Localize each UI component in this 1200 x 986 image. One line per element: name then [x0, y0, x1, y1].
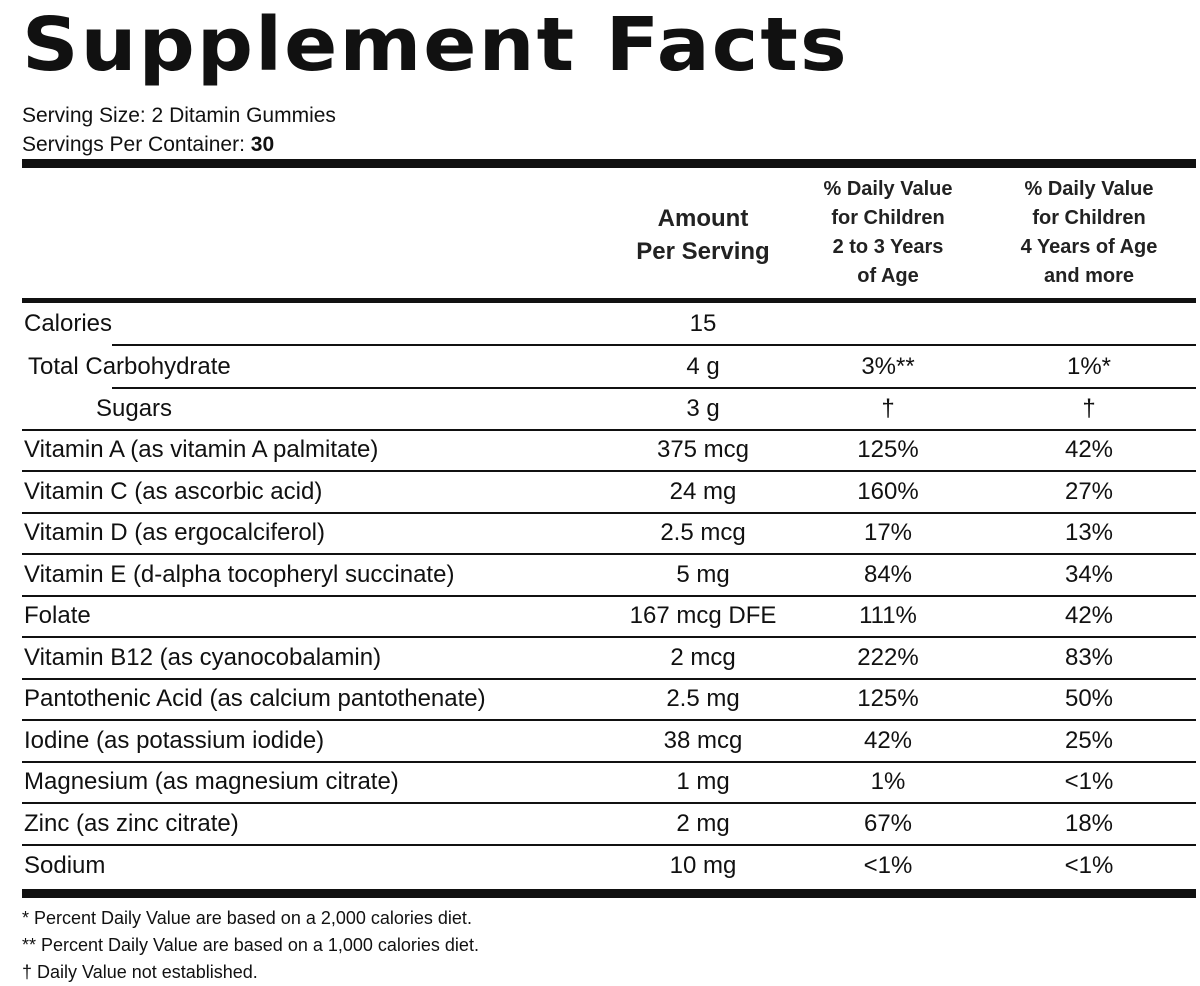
header-amount-line: Per Serving: [636, 238, 770, 265]
nutrient-dv-older: 42%: [1064, 436, 1114, 464]
row-rule: [112, 344, 1196, 346]
header-divider: [22, 298, 1196, 303]
nutrient-amount: 2.5 mg: [666, 685, 740, 713]
nutrient-amount: 10 mg: [669, 852, 737, 879]
servings-per-container-label: Servings Per Container:: [22, 133, 251, 156]
nutrient-amount: 375 mcg: [656, 436, 750, 464]
nutrient-name: Iodine (as potassium iodide): [24, 726, 325, 754]
serving-size: Serving Size: 2 Ditamin Gummies: [22, 104, 336, 127]
nutrient-name: Pantothenic Acid (as calcium pantothenat…: [24, 685, 486, 713]
panel-title: Supplement Facts: [22, 2, 849, 88]
table-row: Vitamin C (as ascorbic acid) 24 mg 160% …: [22, 472, 1196, 514]
header-dv-young-line: of Age: [857, 265, 919, 287]
nutrient-name: Vitamin A (as vitamin A palmitate): [24, 436, 379, 464]
nutrient-name: Sodium: [24, 852, 106, 879]
table-row: Sodium 10 mg <1% <1%: [22, 846, 1196, 887]
table-row: Folate 167 mcg DFE 111% 42%: [22, 597, 1196, 638]
nutrient-name: Calories: [24, 309, 113, 337]
header-dv-older-line: for Children: [1032, 207, 1146, 229]
nutrient-table: Calories 15 Total Carbohydrate 4 g 3%** …: [22, 303, 1196, 887]
row-rule: [112, 387, 1196, 389]
footnote: † Daily Value not established.: [22, 961, 258, 982]
nutrient-amount: 2 mg: [676, 809, 730, 837]
servings-per-container: Servings Per Container: 30: [22, 130, 1196, 159]
footnotes: * Percent Daily Value are based on a 2,0…: [22, 905, 1196, 986]
nutrient-dv-young: 17%: [863, 519, 913, 547]
header-dv-young-line: for Children: [831, 207, 945, 229]
header-amount-line: Amount: [657, 205, 749, 232]
serving-info: Serving Size: 2 Ditamin Gummies Servings…: [22, 101, 1196, 159]
table-row: Magnesium (as magnesium citrate) 1 mg 1%…: [22, 763, 1196, 804]
header-dv-older-line: % Daily Value: [1024, 178, 1154, 200]
header-amount: Amount Per Serving: [612, 198, 794, 268]
nutrient-dv-older: 1%*: [1066, 352, 1112, 380]
footnote: * Percent Daily Value are based on a 2,0…: [22, 907, 472, 928]
nutrient-name: Zinc (as zinc citrate): [24, 809, 239, 837]
nutrient-amount: 3 g: [686, 394, 720, 422]
nutrient-name: Magnesium (as magnesium citrate): [24, 768, 399, 796]
nutrient-dv-young: <1%: [863, 852, 913, 879]
top-thick-divider: [22, 159, 1196, 168]
nutrient-amount: 2 mcg: [670, 643, 736, 671]
supplement-facts-panel: Supplement Facts Serving Size: 2 Ditamin…: [22, 0, 1196, 986]
nutrient-dv-older: 34%: [1064, 560, 1114, 588]
nutrient-name: Total Carbohydrate: [28, 352, 231, 380]
nutrient-dv-young: 222%: [857, 643, 919, 671]
nutrient-dv-older: 18%: [1064, 809, 1114, 837]
nutrient-amount: 5 mg: [676, 560, 730, 588]
table-row: Zinc (as zinc citrate) 2 mg 67% 18%: [22, 804, 1196, 846]
bottom-thick-divider: [22, 888, 1196, 898]
nutrient-dv-young: 3%**: [861, 352, 915, 380]
nutrient-dv-older: 25%: [1064, 726, 1114, 754]
footnote: ** Percent Daily Value are based on a 1,…: [22, 934, 479, 955]
header-dv-young-line: % Daily Value: [823, 178, 953, 200]
nutrient-dv-young: 111%: [859, 602, 917, 630]
nutrient-dv-older: 27%: [1064, 477, 1114, 505]
table-row: Vitamin E (d-alpha tocopheryl succinate)…: [22, 555, 1196, 597]
nutrient-dv-young: 84%: [863, 560, 913, 588]
nutrient-dv-young: †: [881, 394, 895, 422]
nutrient-amount: 4 g: [686, 352, 720, 380]
nutrient-dv-older: 42%: [1064, 602, 1114, 630]
header-dv-older-line: 4 Years of Age: [1020, 236, 1158, 258]
table-row: Sugars 3 g † †: [22, 389, 1196, 431]
table-row: Iodine (as potassium iodide) 38 mcg 42% …: [22, 721, 1196, 763]
servings-per-container-value: 30: [250, 133, 275, 156]
table-row: Calories 15: [22, 303, 1196, 344]
table-row: Pantothenic Acid (as calcium pantothenat…: [22, 680, 1196, 721]
nutrient-dv-young: 125%: [857, 436, 919, 464]
nutrient-dv-older: 83%: [1064, 643, 1114, 671]
table-row: Vitamin A (as vitamin A palmitate) 375 m…: [22, 431, 1196, 472]
header-dv-2-to-3: % Daily Value for Children 2 to 3 Years …: [794, 175, 982, 291]
nutrient-amount: 24 mg: [669, 477, 737, 505]
nutrient-dv-young: 42%: [863, 726, 913, 754]
header-dv-older-line: and more: [1043, 265, 1135, 287]
table-row: Vitamin D (as ergocalciferol) 2.5 mcg 17…: [22, 514, 1196, 555]
header-dv-4-and-more: % Daily Value for Children 4 Years of Ag…: [982, 175, 1196, 291]
nutrient-dv-young: 67%: [863, 809, 913, 837]
nutrient-dv-older: <1%: [1064, 852, 1114, 879]
nutrient-name: Vitamin E (d-alpha tocopheryl succinate): [24, 560, 455, 588]
nutrient-dv-older: 13%: [1064, 519, 1114, 547]
nutrient-dv-older: 50%: [1064, 685, 1114, 713]
nutrient-name: Folate: [24, 602, 91, 630]
nutrient-amount: 167 mcg DFE: [629, 602, 777, 630]
nutrient-amount: 38 mcg: [663, 726, 743, 754]
nutrient-dv-older: †: [1082, 394, 1096, 422]
table-row: Vitamin B12 (as cyanocobalamin) 2 mcg 22…: [22, 638, 1196, 680]
nutrient-amount: 15: [689, 309, 717, 337]
nutrient-dv-young: 125%: [857, 685, 919, 713]
nutrient-dv-young: 1%: [870, 768, 906, 796]
nutrient-dv-older: <1%: [1064, 768, 1114, 796]
nutrient-dv-young: 160%: [857, 477, 919, 505]
nutrient-name: Vitamin C (as ascorbic acid): [24, 477, 323, 505]
header-dv-young-line: 2 to 3 Years: [832, 236, 944, 258]
nutrient-name: Vitamin B12 (as cyanocobalamin): [24, 643, 382, 671]
nutrient-amount: 2.5 mcg: [660, 519, 746, 547]
nutrient-amount: 1 mg: [676, 768, 730, 796]
column-headers: Amount Per Serving % Daily Value for Chi…: [22, 168, 1196, 298]
nutrient-name: Vitamin D (as ergocalciferol): [24, 519, 325, 547]
nutrient-name: Sugars: [96, 394, 173, 422]
table-row: Total Carbohydrate 4 g 3%** 1%*: [22, 346, 1196, 387]
